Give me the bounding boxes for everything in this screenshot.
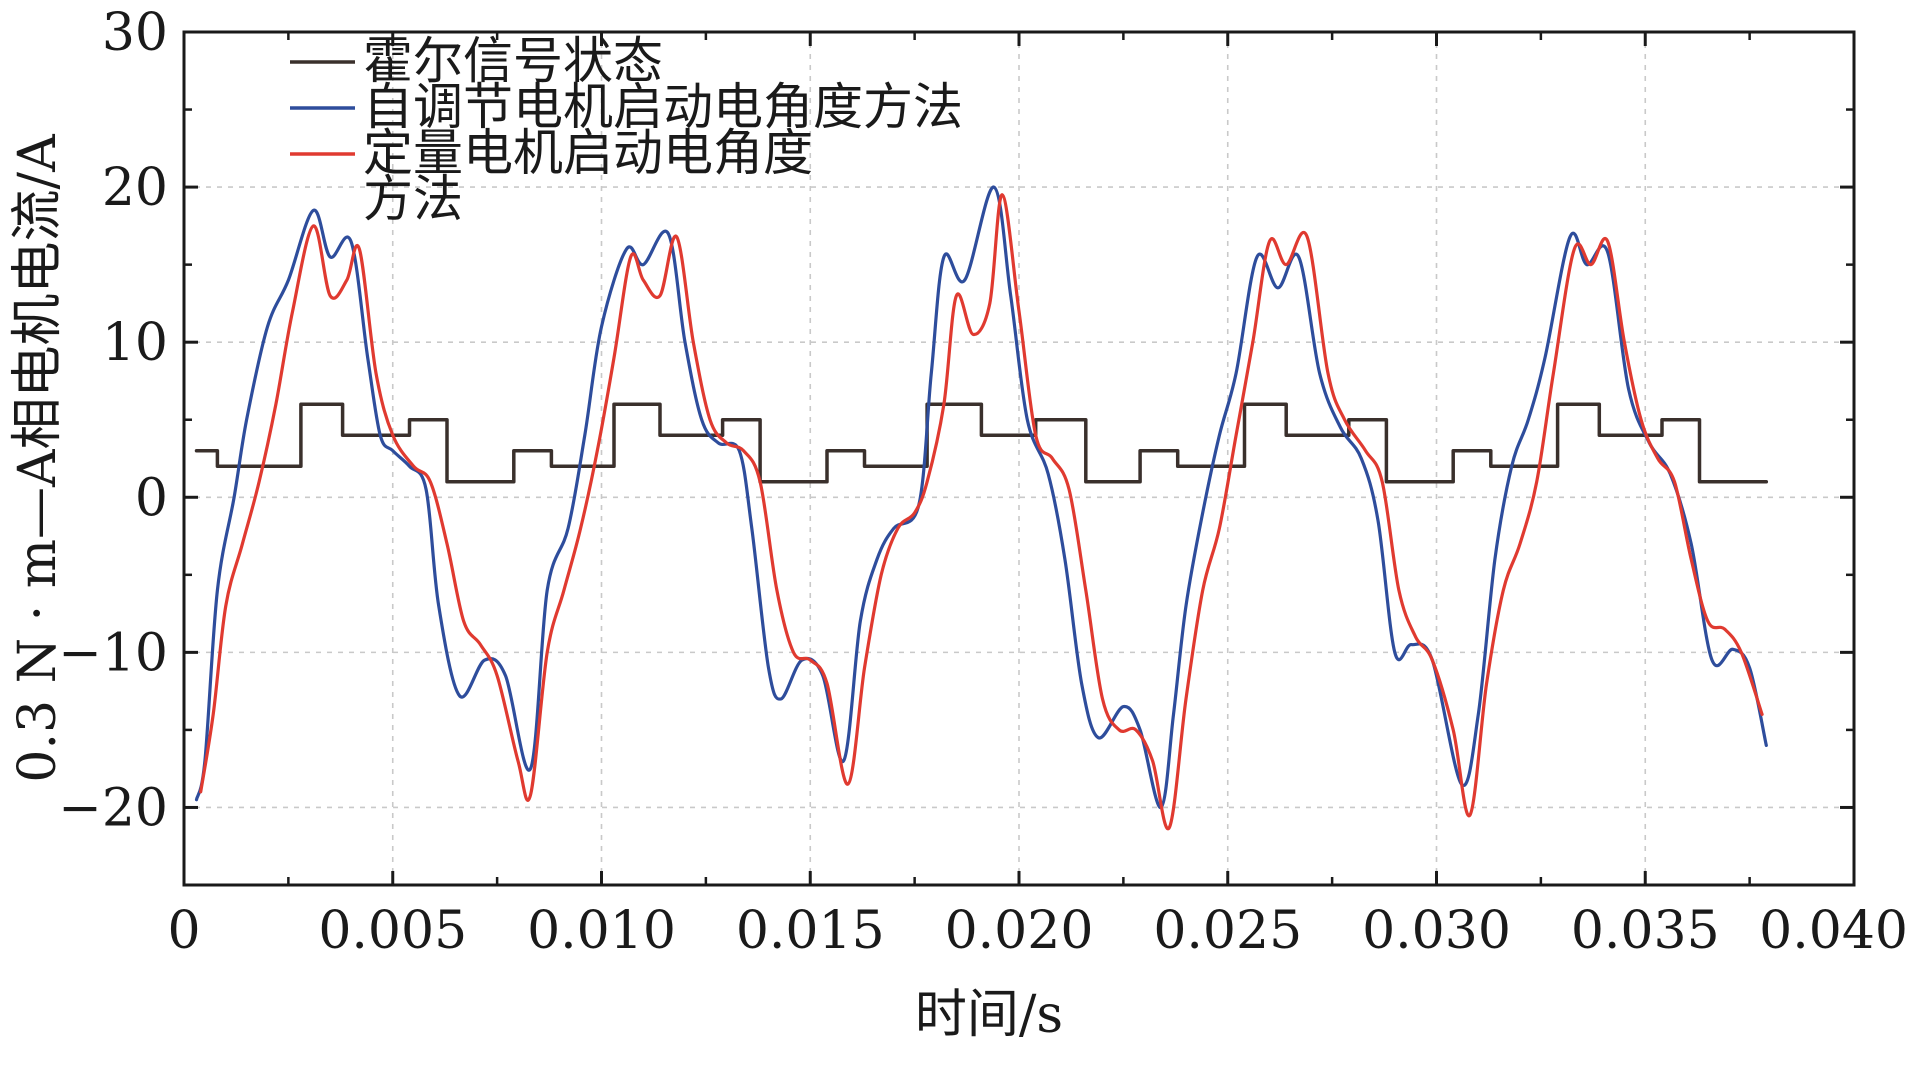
x-tick-label: 0.010: [527, 901, 676, 961]
axis-ticks: 0 0.005 0.010 0.015 0.020 0.025 0.030 0.035 0.04…: [58, 3, 1908, 961]
y-tick-label: 20: [102, 158, 168, 218]
y-tick-label: −20: [58, 778, 168, 838]
x-tick-label: 0.040: [1759, 901, 1908, 961]
series-lines: [194, 185, 1769, 831]
y-axis-title: 0.3 N · m—A相电机电流/A: [8, 133, 68, 783]
y-tick-label: 30: [102, 3, 168, 63]
x-axis-title: 时间/s: [915, 985, 1063, 1045]
grid-lines: [184, 32, 1854, 885]
x-tick-label: 0.025: [1153, 901, 1302, 961]
legend-label-2: 定量电机启动电角度: [363, 124, 813, 182]
y-tick-label: 10: [102, 313, 168, 373]
x-tick-label: 0.015: [736, 901, 885, 961]
legend-label-2: 方法: [363, 170, 463, 228]
series-line-1: [194, 185, 1768, 810]
x-tick-label: 0: [167, 901, 200, 961]
x-tick-label: 0.020: [945, 901, 1094, 961]
legend-label-1: 自调节电机启动电角度方法: [363, 78, 963, 136]
y-tick-label: −10: [58, 623, 168, 683]
x-tick-label: 0.005: [318, 901, 467, 961]
y-tick-label: 0: [135, 468, 168, 528]
series-line-0: [194, 402, 1769, 484]
legend-label-0: 霍尔信号状态: [363, 32, 663, 90]
x-tick-label: 0.035: [1571, 901, 1720, 961]
x-tick-label: 0.030: [1362, 901, 1511, 961]
series-line-2: [199, 193, 1764, 831]
